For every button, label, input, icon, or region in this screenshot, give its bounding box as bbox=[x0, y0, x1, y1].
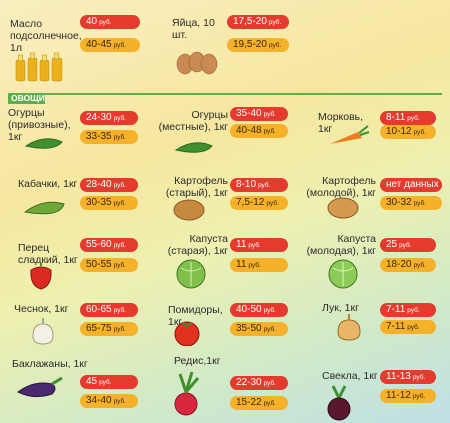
cucumber-local-price-max: 40-48 руб. bbox=[230, 124, 288, 138]
oil-name: Масло подсолнечное, 1л bbox=[10, 18, 82, 54]
potato-icon bbox=[327, 197, 359, 219]
cabbage-old-price-min: 11 руб. bbox=[230, 238, 288, 252]
radish-icon bbox=[174, 371, 200, 416]
cucumber-local-name: Огурцы (местные), 1кг bbox=[158, 109, 228, 133]
potato-old-price-min: 8-10 руб. bbox=[230, 178, 288, 192]
zucchini-name: Кабачки, 1кг bbox=[18, 178, 78, 190]
tomato-price-min: 40-50 руб. bbox=[230, 303, 288, 317]
cabbage-icon bbox=[328, 259, 358, 289]
onion-price-max: 7-11 руб. bbox=[380, 320, 436, 334]
cucumber-local-price-min: 35-40 руб. bbox=[230, 107, 288, 121]
section-divider bbox=[8, 93, 442, 95]
cucumber-icon bbox=[24, 138, 63, 149]
oil-bottles-icon bbox=[15, 52, 63, 82]
eggs-price-max: 19,5-20 руб. bbox=[227, 38, 289, 52]
pepper-name: Перец сладкий, 1кг bbox=[18, 242, 78, 266]
oil-price-max: 40-45 руб. bbox=[80, 38, 140, 52]
oil-price-min: 40 руб. bbox=[80, 15, 140, 29]
beet-price-max: 11-12 руб. bbox=[380, 389, 436, 403]
carrot-name: Морковь, 1кг bbox=[318, 111, 364, 135]
potato-old-price-max: 7,5-12 руб. bbox=[230, 196, 288, 210]
section-label: ОВОЩИ bbox=[8, 93, 45, 104]
cucumber-imported-price-min: 24-30 руб. bbox=[80, 111, 138, 125]
radish-price-max: 15-22 руб. bbox=[230, 396, 288, 410]
garlic-icon bbox=[32, 318, 54, 345]
potato-young-price-min: нет данных bbox=[380, 178, 442, 192]
beet-price-min: 11-13 руб. bbox=[380, 370, 436, 384]
pepper-price-min: 55-60 руб. bbox=[80, 238, 138, 252]
cabbage-young-price-min: 25 руб. bbox=[380, 238, 436, 252]
onion-price-min: 7-11 руб. bbox=[380, 303, 436, 317]
cucumber-imported-name: Огурцы (привозные), 1кг bbox=[8, 107, 71, 143]
potato-icon bbox=[173, 199, 205, 221]
onion-name: Лук, 1кг bbox=[322, 302, 359, 314]
cabbage-young-price-max: 18-20 руб. bbox=[380, 258, 436, 272]
radish-price-min: 22-30 руб. bbox=[230, 376, 288, 390]
eggs-name: Яйца, 10 шт. bbox=[172, 17, 215, 41]
beet-icon bbox=[327, 385, 351, 421]
cucumber-imported-price-max: 33-35 руб. bbox=[80, 130, 138, 144]
onion-icon bbox=[337, 314, 361, 341]
zucchini-price-max: 30-35 руб. bbox=[80, 196, 138, 210]
beet-name: Свекла, 1кг bbox=[322, 370, 378, 382]
garlic-price-min: 60-65 руб. bbox=[80, 303, 138, 317]
radish-name: Редис,1кг bbox=[174, 355, 221, 367]
eggplant-name: Баклажаны, 1кг bbox=[12, 358, 88, 370]
eggplant-price-max: 34-40 руб. bbox=[80, 394, 138, 408]
cabbage-young-name: Капуста (молодая), 1кг bbox=[306, 233, 376, 257]
eggplant-price-min: 45 руб. bbox=[80, 375, 138, 389]
garlic-name: Чеснок, 1кг bbox=[14, 303, 69, 315]
pepper-price-max: 50-55 руб. bbox=[80, 258, 138, 272]
carrot-icon bbox=[330, 125, 370, 144]
pepper-icon bbox=[30, 263, 52, 290]
eggplant-icon bbox=[17, 376, 63, 398]
potato-young-price-max: 30-32 руб. bbox=[380, 196, 442, 210]
potato-young-name: Картофель (молодой), 1кг bbox=[306, 175, 376, 199]
tomato-price-max: 35-50 руб. bbox=[230, 322, 288, 336]
cabbage-icon bbox=[176, 259, 206, 289]
zucchini-icon bbox=[23, 201, 65, 215]
zucchini-price-min: 28-40 руб. bbox=[80, 178, 138, 192]
cucumber-icon bbox=[174, 142, 213, 153]
garlic-price-max: 65-75 руб. bbox=[80, 322, 138, 336]
eggs-price-min: 17,5-20 руб. bbox=[227, 15, 289, 29]
cabbage-old-price-max: 11 руб. bbox=[230, 258, 288, 272]
carrot-price-min: 8-11 руб. bbox=[380, 111, 436, 125]
potato-old-name: Картофель (старый), 1кг bbox=[165, 175, 228, 199]
carrot-price-max: 10-12 руб. bbox=[380, 125, 436, 139]
tomato-icon bbox=[174, 321, 200, 346]
cabbage-old-name: Капуста (старая), 1кг bbox=[167, 233, 228, 257]
eggs-icon bbox=[176, 51, 218, 75]
